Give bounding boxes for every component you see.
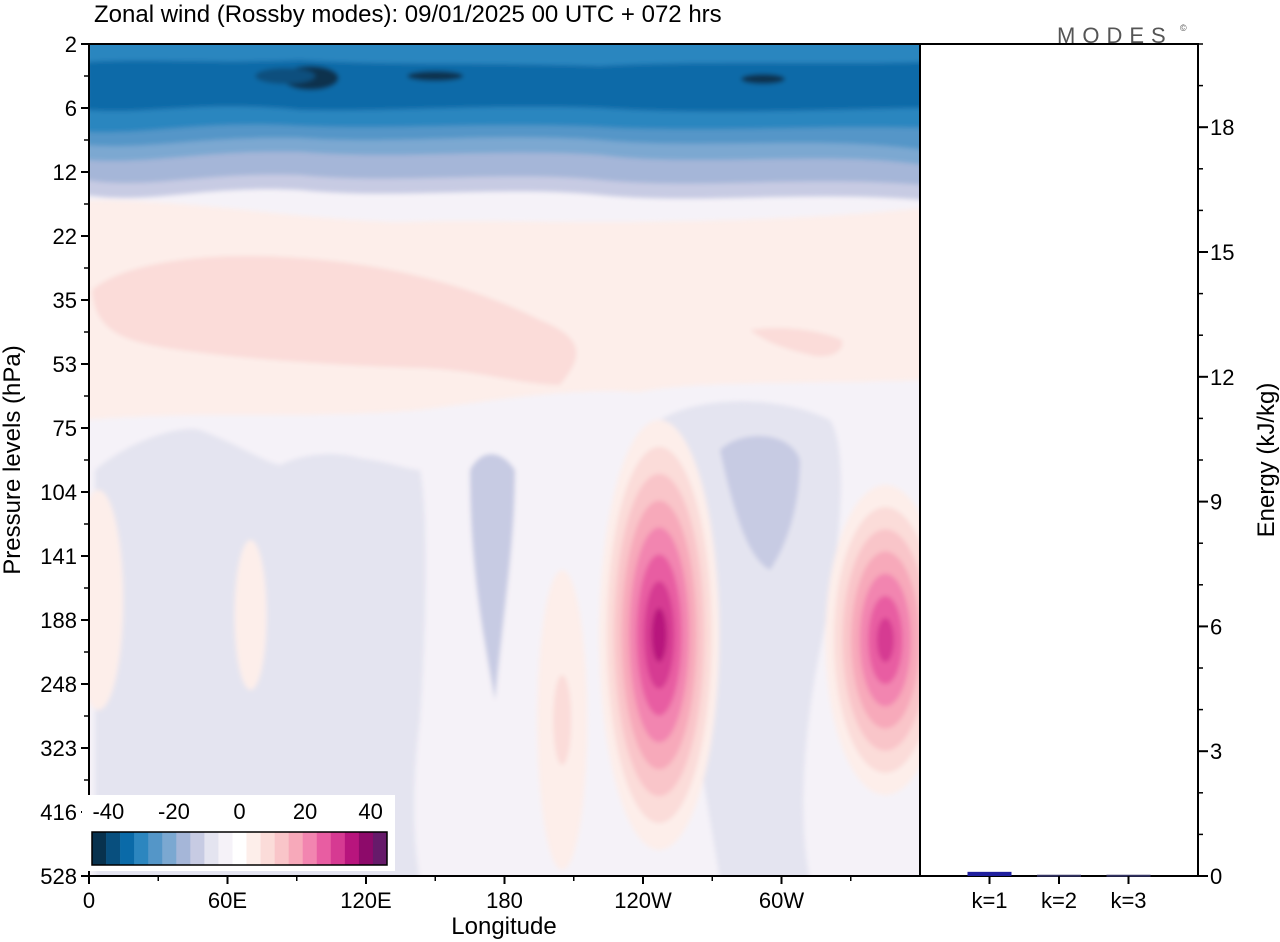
colorbar-swatch [204, 832, 219, 865]
colorbar-swatch [134, 832, 149, 865]
energy-tick-label: 9 [1210, 490, 1222, 515]
contour-layers [89, 44, 920, 876]
colorbar-swatch [288, 832, 304, 865]
colorbar-swatch [232, 832, 247, 865]
y-tick-label: 416 [40, 800, 77, 825]
colorbar-swatch [246, 832, 261, 865]
contour-jet-east-7 [876, 617, 894, 663]
energy-x-label: k=2 [1041, 888, 1077, 913]
y-tick-label: 22 [53, 224, 77, 249]
energy-panel-frame [919, 43, 1199, 877]
colorbar-tick-label: 40 [358, 799, 382, 824]
colorbar-swatch [190, 832, 205, 865]
energy-tick-label: 12 [1210, 365, 1234, 390]
colorbar-swatch [274, 832, 289, 865]
colorbar-swatch [92, 832, 107, 865]
colorbar-swatch [106, 832, 121, 865]
y-tick-label: 104 [40, 480, 77, 505]
colorbar-tick-label: -20 [158, 799, 190, 824]
y-axis-label: Pressure levels (hPa) [0, 345, 26, 574]
y-tick-label: 35 [53, 288, 77, 313]
contour-easterly-halo [255, 68, 316, 84]
colorbar-swatch [120, 832, 135, 865]
wind-field [89, 44, 920, 876]
energy-tick-label: 6 [1210, 614, 1222, 639]
colorbar-swatch [260, 832, 275, 865]
energy-bar-chart: 0 3 6 9 12 15 18 k=1 k=2 k=3 [967, 43, 1234, 913]
x-tick-label: 180 [486, 888, 523, 913]
y-tick-label: 323 [40, 736, 77, 761]
x-tick-label: 120W [614, 888, 672, 913]
y-tick-label: 2 [65, 32, 77, 57]
energy-tick-label: 3 [1210, 739, 1222, 764]
x-tick-label: 60W [759, 888, 804, 913]
energy-bar [967, 871, 1012, 876]
y-tick-label: 6 [65, 96, 77, 121]
contour-easterly-180 [470, 454, 515, 700]
colorbar-swatch [302, 832, 318, 865]
contour-jet-west-8 [651, 608, 667, 662]
energy-bar [1106, 874, 1151, 877]
x-tick-label: 60E [208, 888, 247, 913]
y-tick-label: 188 [40, 608, 77, 633]
colorbar-tick-label: 20 [293, 799, 317, 824]
colorbar-swatch [344, 832, 360, 865]
longitude-axis: 0 60E 120E 180 120W 60W [83, 876, 852, 913]
y-tick-label: 12 [53, 160, 77, 185]
contour-jet-minor-core [553, 675, 572, 765]
x-tick-label: 0 [83, 888, 95, 913]
y-tick-label: 248 [40, 672, 77, 697]
colorbar-tick-label: -40 [92, 799, 124, 824]
contour-westerly-60e [234, 540, 267, 690]
contour-easterly-core-3 [741, 74, 786, 84]
y-tick-label: 141 [40, 544, 77, 569]
energy-axis-label: Energy (kJ/kg) [1253, 383, 1280, 538]
colorbar-swatch [148, 832, 163, 865]
chart-title: Zonal wind (Rossby modes): 09/01/2025 00… [94, 1, 722, 28]
colorbar-frame [91, 831, 388, 866]
y-tick-label: 528 [40, 864, 77, 889]
energy-bar [1037, 874, 1081, 877]
colorbar-swatch [218, 832, 233, 865]
x-tick-label: 120E [340, 888, 391, 913]
logo-copyright-mark: © [1180, 23, 1187, 33]
colorbar-swatch [162, 832, 177, 865]
colorbar-tick-label: 0 [233, 799, 245, 824]
energy-tick-label: 18 [1210, 115, 1234, 140]
x-axis-label: Longitude [451, 913, 556, 940]
contour-westerly-0 [89, 490, 124, 710]
colorbar-swatch [330, 832, 346, 865]
y-tick-label: 75 [53, 416, 77, 441]
colorbar: -40 -20 0 20 40 [82, 795, 395, 871]
colorbar-swatch [372, 832, 388, 865]
colorbar-swatch [358, 832, 374, 865]
energy-x-label: k=3 [1110, 888, 1146, 913]
contour-westerly-max [92, 255, 577, 385]
y-tick-label: 53 [53, 352, 77, 377]
contour-easterly-core-2 [407, 71, 464, 81]
contour-easterly-upper [89, 44, 920, 66]
pressure-axis: 2 6 12 22 35 53 75 104 141 188 248 323 416 528 [40, 32, 89, 889]
energy-tick-label: 15 [1210, 240, 1234, 265]
colorbar-swatch [176, 832, 191, 865]
energy-tick-label: 0 [1210, 864, 1222, 889]
colorbar-swatch [316, 832, 332, 865]
energy-x-label: k=1 [971, 888, 1007, 913]
contour-easterly-west-core [720, 436, 800, 570]
contour-westerly-small [750, 328, 843, 357]
